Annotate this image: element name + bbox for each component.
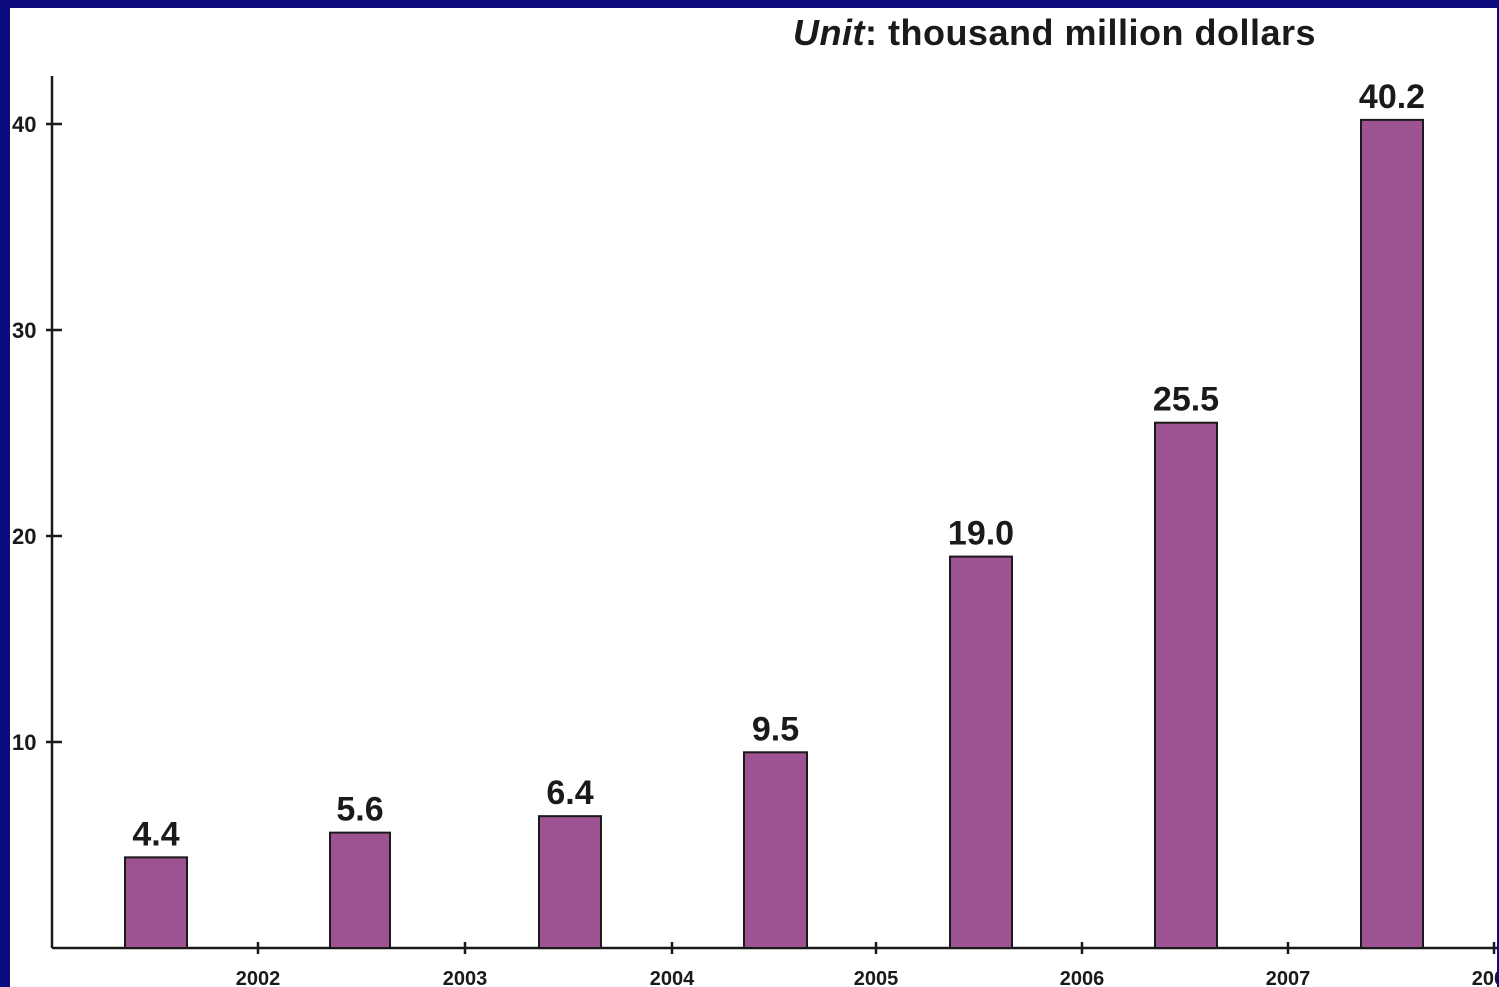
unit-text: : thousand million dollars: [864, 12, 1316, 53]
unit-label: Unit: thousand million dollars: [793, 12, 1316, 54]
x-tick-label-2003: 2003: [443, 968, 488, 987]
y-tick-label-30: 30: [12, 318, 36, 343]
chart-value-labels: 4.4 5.6 6.4 9.5 19.0 25.5 40.2: [132, 78, 1425, 853]
bar-3: [743, 751, 808, 949]
chart-bars: [124, 118, 1424, 950]
value-label-3: 9.5: [752, 710, 799, 748]
bar-chart: 10 20 30 40 2002 2003 2004 2005 2006 2007 2008 4.4…: [12, 76, 1497, 987]
y-tick-label-10: 10: [12, 730, 36, 755]
y-tick-label-40: 40: [12, 112, 36, 137]
bar-5: [1154, 421, 1218, 949]
bar-4: [949, 555, 1013, 949]
x-tick-label-2004: 2004: [650, 968, 695, 987]
bar-1: [329, 831, 391, 950]
unit-key: Unit: [793, 12, 865, 53]
bar-2: [538, 815, 602, 949]
value-label-4: 19.0: [948, 515, 1014, 553]
value-label-1: 5.6: [336, 791, 383, 829]
x-tick-label-2007: 2007: [1266, 968, 1311, 987]
chart-axes: 10 20 30 40 2002 2003 2004 2005 2006 2007 2008: [12, 76, 1497, 987]
x-tick-label-2006: 2006: [1060, 968, 1105, 987]
x-tick-label-2002: 2002: [236, 968, 281, 987]
value-label-0: 4.4: [132, 815, 179, 853]
value-label-5: 25.5: [1153, 381, 1219, 419]
x-tick-label-2005: 2005: [854, 968, 899, 987]
y-tick-label-20: 20: [12, 524, 36, 549]
x-tick-label-2008: 2008: [1472, 968, 1497, 987]
chart-frame: Unit: thousand million dollars 10 20 30 40 2…: [10, 8, 1497, 987]
value-label-6: 40.2: [1359, 78, 1425, 116]
bar-0: [124, 856, 188, 949]
bar-6: [1360, 118, 1424, 949]
value-label-2: 6.4: [546, 774, 593, 812]
